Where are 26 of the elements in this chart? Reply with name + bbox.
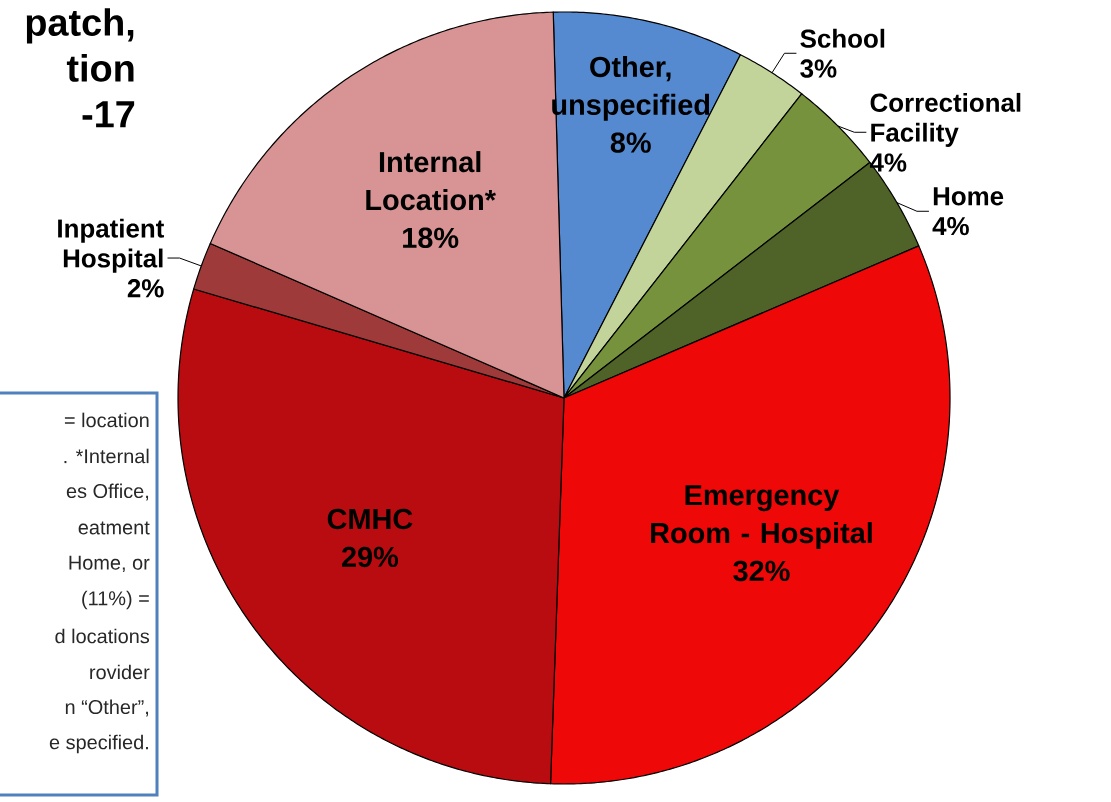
- data-label: 32%: [733, 560, 790, 582]
- slice-label: CMHC: [327, 508, 413, 530]
- text: = location: [64, 412, 149, 428]
- slice-label: Internal Location*: [366, 151, 496, 211]
- text: rovider: [90, 664, 150, 680]
- slice-label: Emergency Room - Hospital: [651, 485, 872, 549]
- data-label: 4%: [932, 217, 969, 236]
- text: d locations: [55, 628, 150, 644]
- data-label: 8%: [610, 132, 651, 153]
- text: . *Internal: [64, 448, 149, 464]
- slice-label: Correctional Facility: [870, 92, 1021, 147]
- text: e specified.: [49, 734, 148, 754]
- data-label: 2%: [127, 279, 164, 298]
- text: (11%) =: [82, 590, 149, 610]
- text: es Office,: [66, 483, 149, 501]
- slice-label: Inpatient Hospital: [58, 218, 165, 273]
- data-label: 29%: [342, 546, 399, 568]
- data-label: 3%: [800, 59, 837, 78]
- text: patch, tion -17: [26, 8, 135, 128]
- data-label: 4%: [869, 153, 907, 172]
- text: eatment: [78, 521, 150, 535]
- text: n “Other”,: [65, 699, 148, 717]
- data-label: 18%: [403, 227, 459, 249]
- slice-label: School: [800, 28, 885, 48]
- slice-label: Home: [933, 187, 1004, 206]
- text: Home, or: [69, 555, 150, 573]
